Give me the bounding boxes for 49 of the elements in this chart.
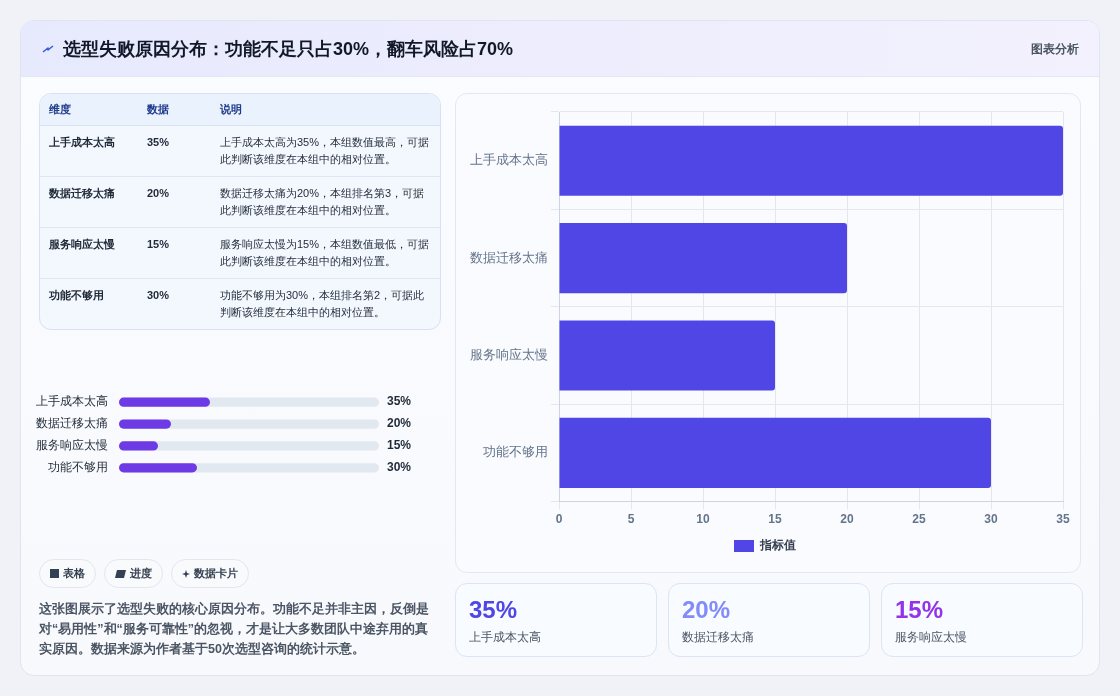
data-label: 15% bbox=[387, 438, 412, 453]
text: 15% bbox=[138, 227, 211, 279]
x-tick-label: 20 bbox=[840, 512, 854, 527]
y-tick-label: 上手成本太高 bbox=[470, 152, 548, 168]
bar bbox=[559, 417, 991, 488]
data-label: 20% bbox=[387, 416, 412, 431]
y-tick-label: 功能不够用 bbox=[48, 460, 108, 475]
text: 上手成本太高为35%，本组数值最高，可据此判断该维度在本组中的相对位置。 bbox=[211, 125, 440, 177]
data-label: 35% bbox=[387, 394, 412, 409]
text: 数据卡片 bbox=[194, 566, 238, 581]
text: 数据迁移太痛为20%，本组排名第3，可据此判断该维度在本组中的相对位置。 bbox=[211, 176, 440, 228]
y-tick-label: 上手成本太高 bbox=[36, 394, 108, 409]
x-tick-label: 10 bbox=[696, 512, 710, 527]
text: 服务响应太慢为15%，本组数值最低，可据此判断该维度在本组中的相对位置。 bbox=[211, 227, 440, 279]
x-tick-label: 30 bbox=[984, 512, 998, 527]
y-tick-label: 数据迁移太痛 bbox=[36, 416, 108, 431]
y-tick-label: 服务响应太慢 bbox=[470, 346, 548, 362]
text: 20% bbox=[682, 596, 731, 624]
bar bbox=[119, 463, 197, 473]
text: 选型失败原因分布：功能不足只占30%，翻车风险占70% bbox=[63, 38, 514, 61]
text: 表格 bbox=[63, 566, 85, 581]
text: 维度 bbox=[40, 94, 138, 126]
x-tick-label: 25 bbox=[912, 512, 926, 527]
x-tick-label: 0 bbox=[555, 512, 563, 527]
bar bbox=[559, 320, 775, 391]
legend-label: 指标值 bbox=[759, 538, 796, 553]
x-tick-label: 15 bbox=[768, 512, 782, 527]
text: 服务响应太慢 bbox=[895, 630, 967, 645]
data-label: 30% bbox=[387, 460, 412, 475]
text: 20% bbox=[138, 176, 211, 228]
text: 功能不够用为30%，本组排名第2，可据此判断该维度在本组中的相对位置。 bbox=[219, 288, 426, 320]
bar bbox=[559, 125, 1063, 196]
x-tick-label: 5 bbox=[627, 512, 635, 527]
y-tick-label: 功能不够用 bbox=[483, 445, 548, 460]
text: 35% bbox=[469, 596, 518, 624]
y-tick-label: 数据迁移太痛 bbox=[470, 250, 548, 265]
text: 说明 bbox=[211, 94, 440, 126]
text: 35% bbox=[138, 125, 211, 177]
bar bbox=[119, 419, 171, 429]
text: 15% bbox=[895, 596, 944, 624]
text: 数据 bbox=[138, 94, 211, 126]
x-tick-label: 35 bbox=[1056, 512, 1070, 527]
text: 进度 bbox=[130, 566, 152, 581]
text: 图表分析 bbox=[1031, 41, 1079, 58]
text: 这张图展示了选型失败的核心原因分布。功能不足并非主因，反倒是对“易用性”和“服务可靠性”的忽视，才是让大多数团队中途弃用的真实原因。数据来源为作者基于50次选型咨询的统计示意。 bbox=[39, 600, 430, 658]
y-tick-label: 服务响应太慢 bbox=[36, 438, 108, 453]
text: 30% bbox=[146, 288, 171, 303]
bar bbox=[559, 223, 847, 294]
text: 数据迁移太痛 bbox=[682, 630, 754, 645]
